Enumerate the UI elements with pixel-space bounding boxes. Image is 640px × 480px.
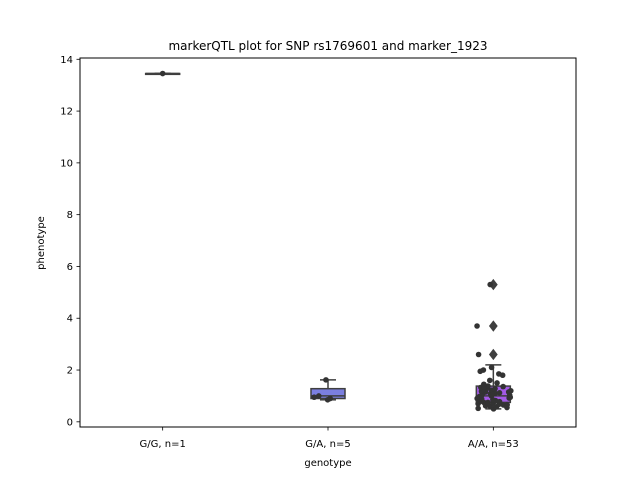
plot-frame — [79, 57, 577, 428]
y-tick-label: 6 — [67, 262, 73, 273]
data-point — [489, 391, 496, 398]
data-point — [159, 70, 166, 77]
data-point — [487, 281, 493, 288]
y-tick-label: 8 — [67, 210, 73, 221]
data-point — [481, 381, 487, 388]
plot-area — [144, 70, 514, 412]
y-tick-label: 2 — [67, 366, 73, 377]
data-point — [480, 367, 487, 373]
data-point — [475, 405, 481, 412]
data-point — [485, 399, 491, 406]
data-point — [496, 390, 503, 396]
data-point — [311, 394, 317, 401]
x-axis-label: genotype — [304, 458, 351, 469]
data-point — [327, 395, 333, 402]
y-tick-label: 0 — [67, 417, 73, 428]
data-point — [494, 380, 500, 386]
data-point — [488, 364, 495, 371]
y-axis: 0 2 4 6 8 10 12 14 — [60, 55, 80, 428]
y-tick-label: 14 — [60, 55, 73, 66]
data-point — [496, 371, 502, 377]
data-point — [475, 351, 482, 358]
data-point — [504, 401, 510, 408]
data-point — [505, 389, 512, 395]
data-point — [315, 393, 322, 399]
x-tick-label: G/G, n=1 — [140, 439, 186, 450]
chart-title: markerQTL plot for SNP rs1769601 and mar… — [168, 39, 487, 53]
x-tick-label: A/A, n=53 — [468, 439, 519, 450]
box-flier — [488, 348, 498, 361]
y-tick-label: 4 — [67, 314, 73, 325]
box-flier — [488, 320, 498, 332]
data-point — [323, 377, 329, 383]
y-axis-label: phenotype — [36, 216, 47, 270]
y-tick-label: 10 — [60, 158, 73, 169]
data-point — [475, 394, 482, 401]
data-point — [492, 385, 498, 392]
data-point — [474, 323, 480, 329]
y-tick-label: 12 — [60, 107, 73, 118]
x-tick-label: G/A, n=5 — [305, 439, 350, 450]
x-axis: G/G, n=1 G/A, n=5 A/A, n=53 — [140, 427, 519, 450]
data-point — [500, 383, 506, 390]
data-point — [486, 377, 493, 384]
